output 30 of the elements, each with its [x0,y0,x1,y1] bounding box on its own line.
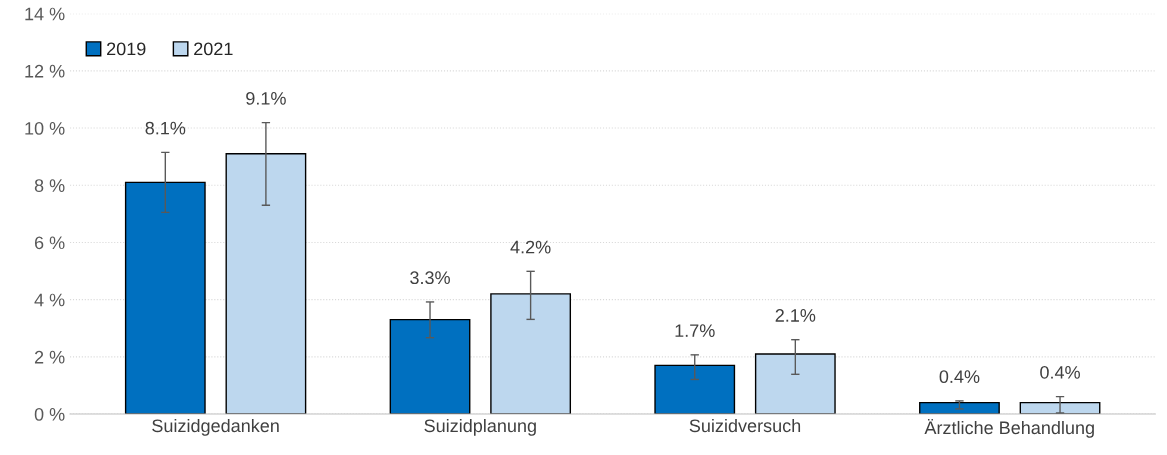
x-tick-label: Suizidplanung [424,418,536,436]
legend-label: 2021 [194,42,233,56]
x-tick-label: Ärztliche Behandlung [924,418,1094,438]
data-label: 4.2% [510,240,551,254]
y-tick-label: 0 % [34,407,65,421]
data-label: 9.1% [246,91,286,105]
x-tick-label: Suizidversuch [689,418,801,433]
y-tick-label: 4 % [34,293,65,307]
data-label: 0.4% [939,370,980,384]
data-label: 1.7% [675,324,715,337]
y-tick-label: 12 % [25,64,65,78]
x-tick-label: Suizidgedanken [152,418,279,436]
data-label: 8.1% [145,121,186,135]
y-tick-label: 10 % [25,121,65,135]
y-tick-label: 14 % [25,7,65,21]
y-tick-label: 2 % [34,350,65,364]
bar [389,318,471,415]
bar [654,364,736,415]
bar [124,181,206,415]
bar [754,353,836,415]
bar [919,401,1000,415]
legend-label: 2019 [107,42,146,56]
bar [225,153,307,415]
data-label: 0.4% [1040,365,1080,379]
y-tick-label: 6 % [34,236,65,250]
bar [490,293,572,415]
data-label: 3.3% [410,271,450,285]
y-tick-label: 8 % [34,179,65,192]
bar [1019,401,1101,415]
data-label: 2.1% [775,309,816,322]
